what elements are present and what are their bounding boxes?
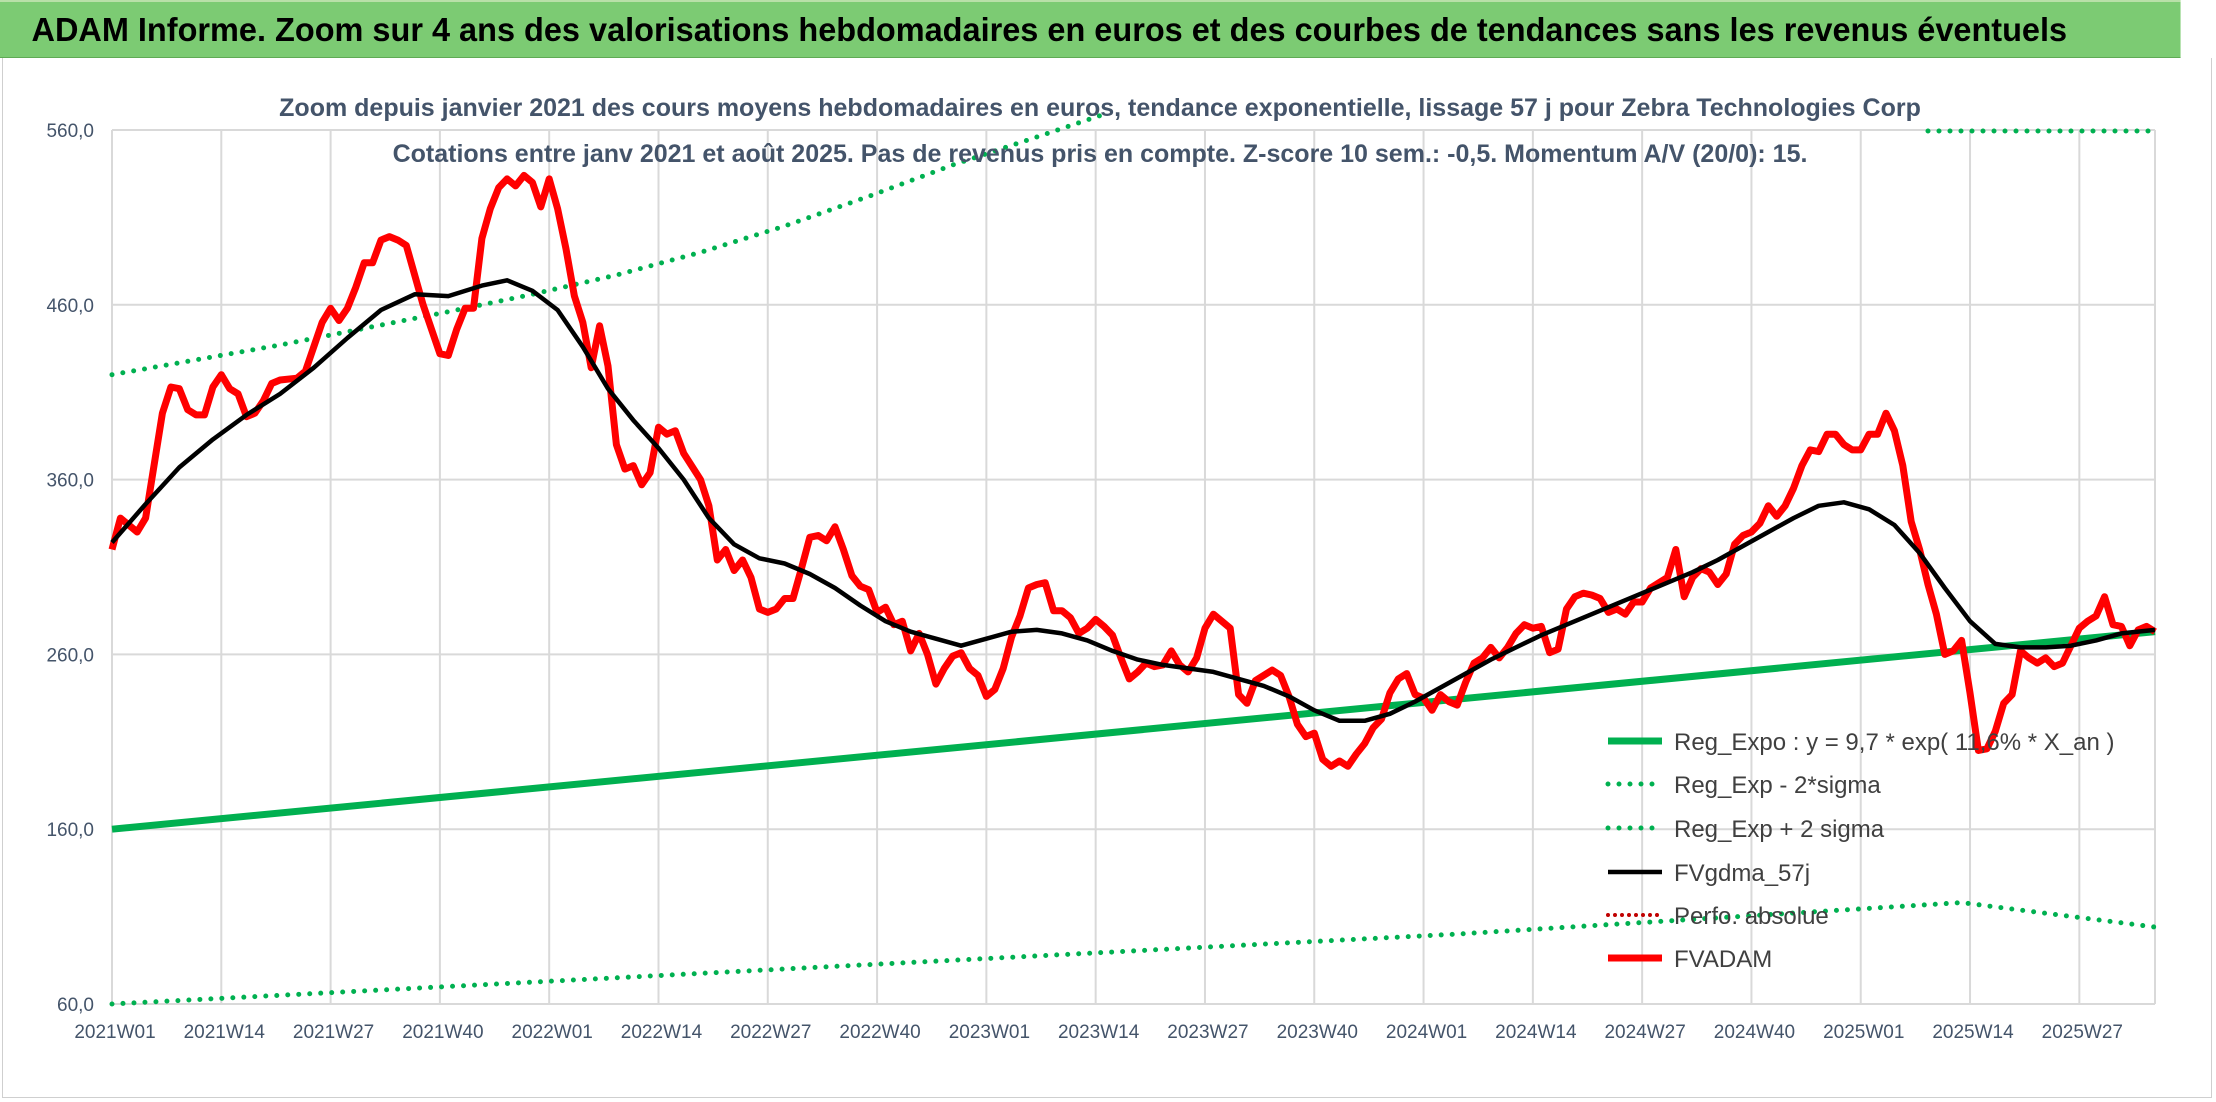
x-tick-label: 2024W01: [1386, 1022, 1467, 1043]
x-tick-label: 2023W40: [1277, 1022, 1358, 1043]
y-tick-label: 360,0: [46, 471, 94, 492]
x-tick-label: 2024W14: [1495, 1022, 1577, 1043]
x-tick-label: 2025W14: [1932, 1022, 2014, 1043]
x-tick-label: 2023W14: [1058, 1022, 1140, 1043]
x-tick-label: 2022W40: [839, 1022, 920, 1043]
x-tick-label: 2021W40: [402, 1022, 483, 1043]
series-line-reg_lo: [109, 900, 2158, 1007]
y-tick-label: 260,0: [46, 645, 94, 666]
x-tick-label: 2024W27: [1604, 1022, 1685, 1043]
x-tick-label: 2022W27: [730, 1022, 811, 1043]
x-tick-label: 2022W01: [512, 1022, 593, 1043]
y-tick-label: 560,0: [46, 121, 94, 142]
x-tick-label: 2022W14: [621, 1022, 703, 1043]
y-tick-label: 60,0: [57, 995, 94, 1016]
legend-label-reg: Reg_Expo : y = 9,7 * exp( 11,6% * X_an ): [1674, 729, 2114, 756]
legend-label-reg_hi: Reg_Exp + 2 sigma: [1674, 816, 1885, 843]
series-line-reg: [111, 628, 2156, 833]
chart-axes: 60,0 160,0 260,0 360,0 460,0 560,0 2021W01 2021…: [46, 121, 2123, 1043]
series-layer: [108, 111, 2158, 1007]
chart-title-line1: Zoom depuis janvier 2021 des cours moyen…: [279, 94, 1921, 122]
chart-legend: Reg_Expo : y = 9,7 * exp( 11,6% * X_an )…: [1605, 729, 2114, 973]
x-tick-label: 2025W01: [1823, 1022, 1904, 1043]
chart-grid: [111, 129, 2156, 1005]
x-tick-label: 2024W40: [1714, 1022, 1795, 1043]
x-tick-label: 2021W27: [293, 1022, 374, 1043]
x-tick-label: 2025W27: [2042, 1022, 2123, 1043]
legend-label-fvadam: FVADAM: [1674, 946, 1772, 973]
y-tick-label: 160,0: [46, 820, 94, 841]
x-tick-label: 2021W14: [184, 1022, 266, 1043]
legend-label-perfo: Perfo. absolue: [1674, 903, 1829, 930]
x-tick-label: 2023W01: [949, 1022, 1030, 1043]
series-line-fvadam: [108, 171, 2157, 770]
legend-label-fvgdma: FVgdma_57j: [1674, 860, 1810, 887]
page-title: ADAM Informe. Zoom sur 4 ans des valoris…: [0, 0, 2181, 58]
series-line-reg_hi: [109, 111, 1107, 378]
chart-title-line2: Cotations entre janv 2021 et août 2025. …: [393, 140, 1808, 168]
chart-frame: [2, 58, 2212, 1098]
legend-label-reg_lo: Reg_Exp - 2*sigma: [1674, 772, 1881, 799]
x-tick-label: 2021W01: [74, 1022, 155, 1043]
x-tick-label: 2023W27: [1167, 1022, 1248, 1043]
y-tick-label: 460,0: [46, 296, 94, 317]
series-line-fvgdma: [110, 278, 2156, 724]
